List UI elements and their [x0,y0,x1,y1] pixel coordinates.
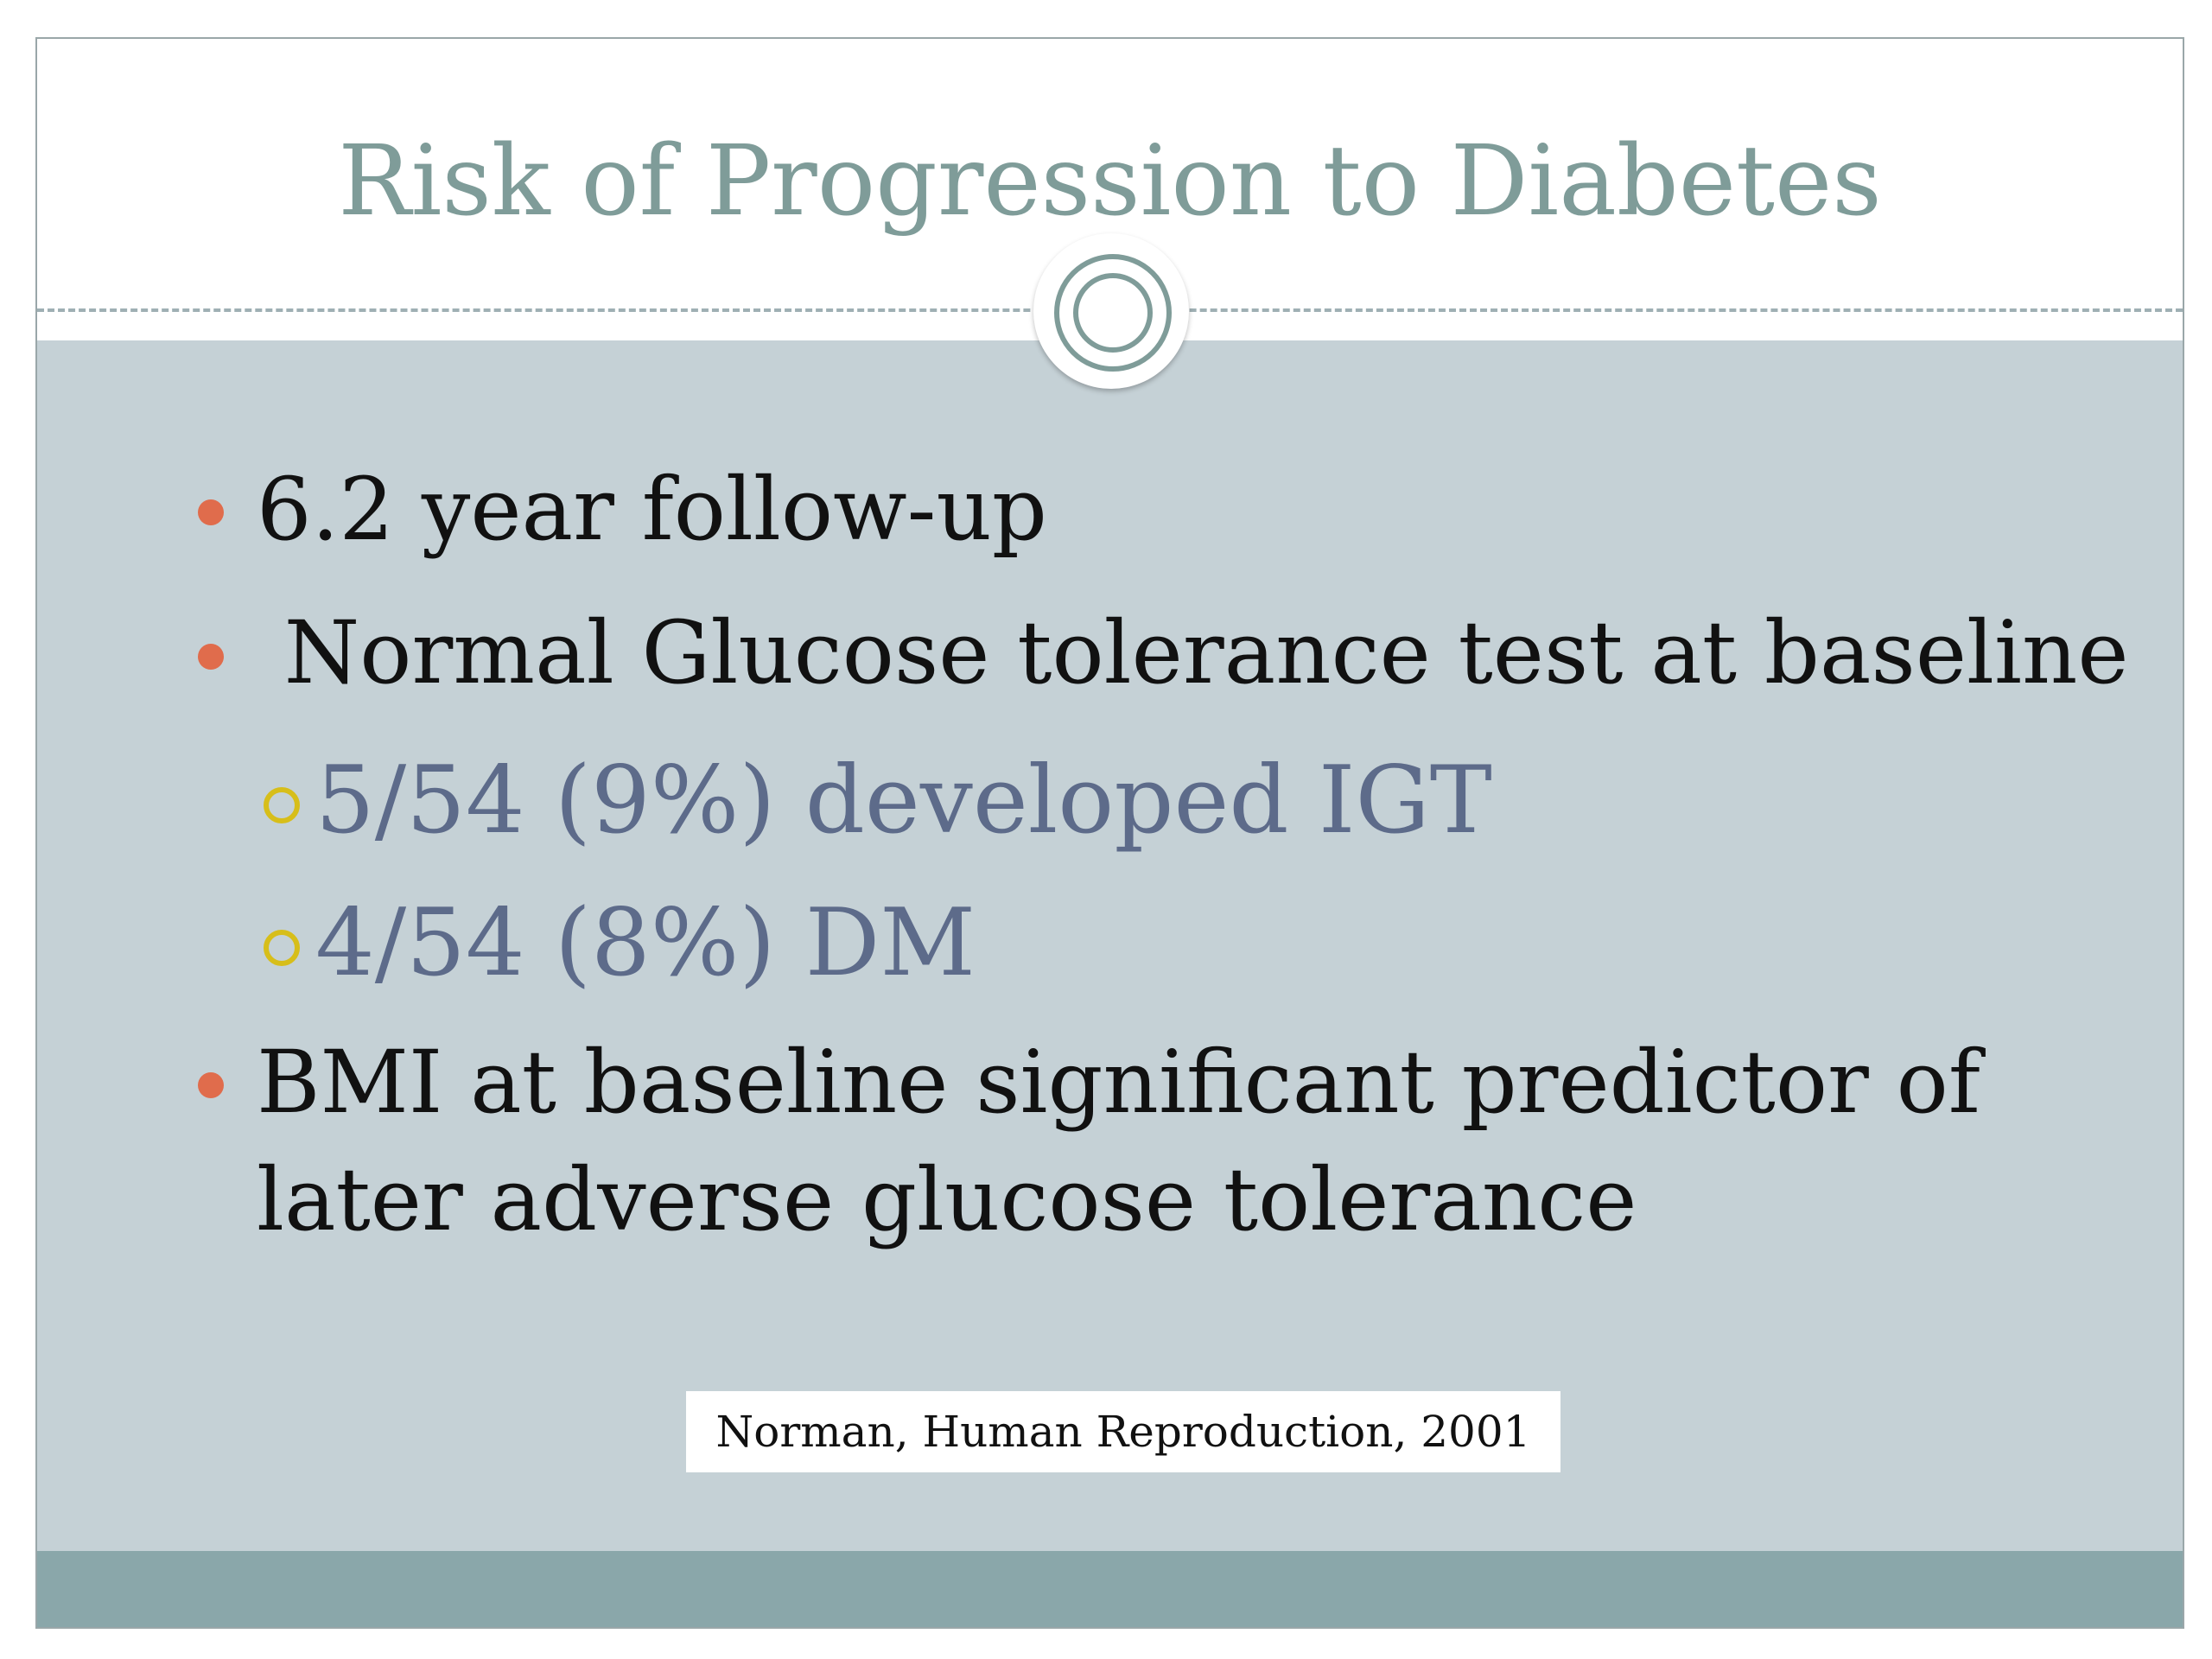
sub-bullet-dm: 4/54 (8%) DM [315,879,976,1008]
bullet-follow-up: 6.2 year follow-up [257,449,1047,570]
filled-circle-bullet-icon [198,644,224,670]
slide-title: Risk of Progression to Diabetes [338,125,1882,238]
ring-outer [1054,254,1172,372]
slide-body [37,340,2183,1594]
slide: Risk of Progression to Diabetes 6.2 year… [35,37,2184,1629]
bullet-bmi-line1: BMI at baseline significant predictor of [257,1022,1980,1143]
bullet-text: BMI at baseline significant predictor of [257,1032,1980,1133]
bullet-list: 6.2 year follow-up Normal Glucose tolera… [37,39,2183,1627]
filled-circle-bullet-icon [198,1072,224,1098]
bullet-text: later adverse glucose tolerance [257,1149,1637,1250]
sub-bullet-text: 4/54 (8%) DM [315,889,976,997]
hollow-circle-bullet-icon [264,787,300,823]
double-ring-ornament-icon [1033,233,1189,389]
bullet-text: Normal Glucose tolerance test at baselin… [257,602,2129,703]
sub-bullet-text: 5/54 (9%) developed IGT [315,747,1492,855]
citation-box: Norman, Human Reproduction, 2001 [686,1391,1560,1472]
bullet-bmi-line2: later adverse glucose tolerance [257,1140,1637,1261]
bullet-text: 6.2 year follow-up [257,459,1047,560]
ring-inner [1073,273,1153,353]
footer-band [37,1551,2183,1627]
sub-bullet-igt: 5/54 (9%) developed IGT [315,736,1492,866]
hollow-circle-bullet-icon [264,930,300,966]
bullet-normal-gtt: Normal Glucose tolerance test at baselin… [257,593,2129,714]
filled-circle-bullet-icon [198,499,224,525]
